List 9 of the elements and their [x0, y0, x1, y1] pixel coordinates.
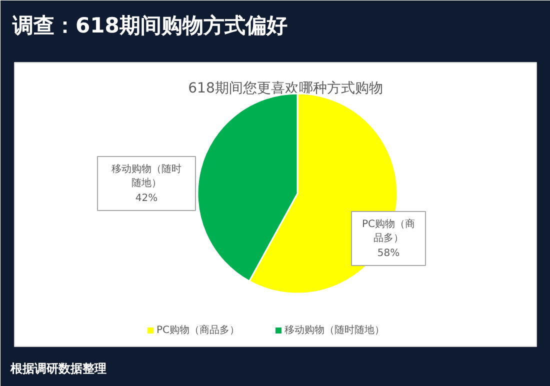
text: 根据调研数据整理	[10, 362, 106, 376]
chart-subtitle: 618期间您更喜欢哪种方式购物	[188, 80, 383, 96]
legend-label: 移动购物（随时随地）	[284, 324, 384, 336]
chart-title: 调查：618期间购物方式偏好	[12, 14, 288, 38]
legend-label: PC购物（商品多）	[156, 324, 240, 336]
slice-label: 移动购物（随时 随地）	[112, 163, 182, 189]
data-label: 42%	[135, 193, 158, 204]
slice-label: PC购物（商 品多）	[362, 218, 416, 244]
data-label: 58%	[377, 248, 400, 259]
